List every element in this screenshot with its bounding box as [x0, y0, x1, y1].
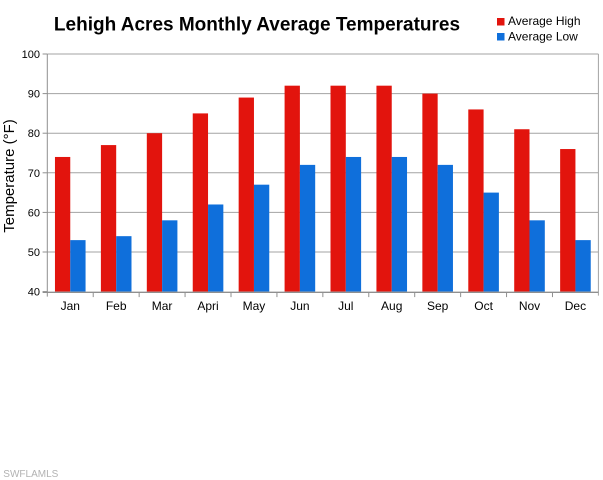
svg-text:90: 90 [28, 89, 40, 101]
svg-text:100: 100 [22, 49, 40, 61]
svg-text:Feb: Feb [106, 299, 127, 313]
svg-text:Jan: Jan [61, 299, 80, 313]
svg-text:50: 50 [28, 247, 40, 259]
svg-text:Temperature (°F): Temperature (°F) [1, 119, 18, 233]
svg-text:80: 80 [28, 128, 40, 140]
svg-text:Oct: Oct [474, 299, 493, 313]
svg-text:Apri: Apri [197, 299, 218, 313]
svg-text:SWFLAMLS: SWFLAMLS [3, 469, 58, 480]
svg-text:70: 70 [28, 168, 40, 180]
svg-text:Jun: Jun [290, 299, 309, 313]
svg-text:Average Low: Average Low [508, 29, 578, 43]
svg-text:Dec: Dec [565, 299, 586, 313]
svg-text:Aug: Aug [381, 299, 402, 313]
svg-text:May: May [243, 299, 266, 313]
svg-text:Lehigh Acres Monthly Average T: Lehigh Acres Monthly Average Temperature… [54, 14, 460, 35]
svg-text:Mar: Mar [152, 299, 173, 313]
svg-text:Jul: Jul [338, 299, 353, 313]
svg-text:60: 60 [28, 207, 40, 219]
svg-text:Sep: Sep [427, 299, 449, 313]
svg-text:Average High: Average High [508, 14, 581, 28]
svg-text:Nov: Nov [519, 299, 540, 313]
svg-text:40: 40 [28, 287, 40, 299]
